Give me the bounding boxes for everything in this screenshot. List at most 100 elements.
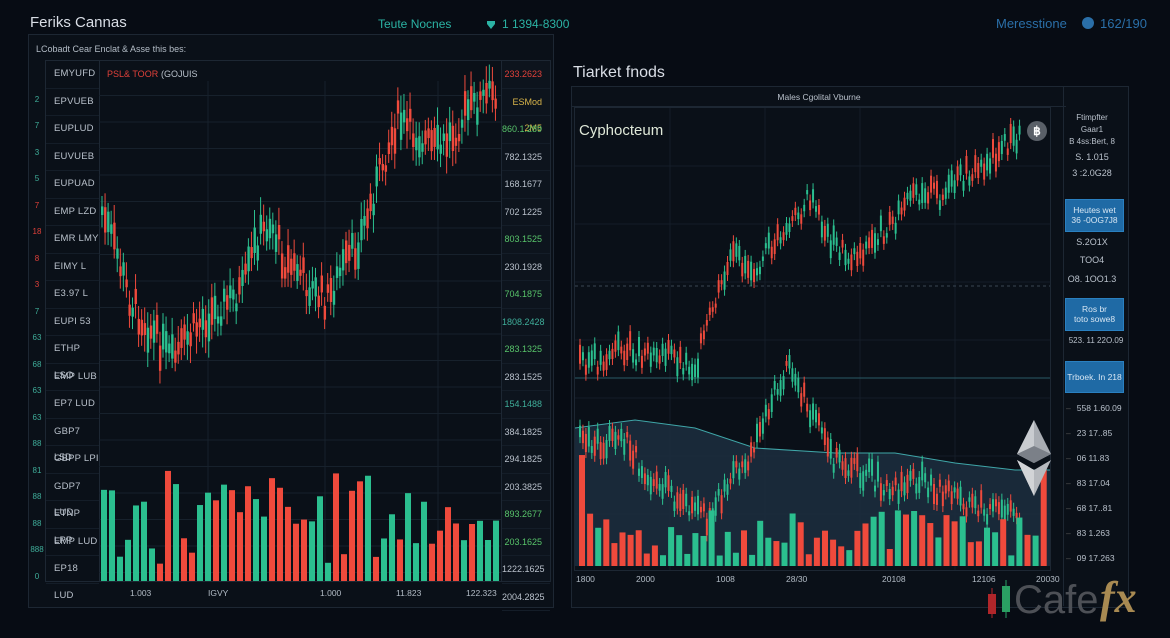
symbol-list: EMYUFD EPVUEB EUPLUD EUVUEB EUPUAD EMP LZD EMR… <box>45 60 100 601</box>
left-panel-subtitle: LCobadt Cear Enclat & Asse this bes: <box>36 44 187 54</box>
price-cell: 860.1.289 <box>502 116 550 144</box>
symbol-item[interactable]: EMP LUD <box>46 529 99 556</box>
right-x-axis: 1800 2000 1008 28/30 20108 12106 20030 <box>574 572 1064 586</box>
left-tick: 2 <box>34 94 40 104</box>
price-cell: 782.1325 <box>502 144 550 171</box>
left-tick: 63 <box>32 386 42 395</box>
watermark-text-cafe: Cafe <box>1014 578 1099 622</box>
price-cell: 384.1825 <box>502 419 550 446</box>
left-tick: 8 <box>34 253 40 263</box>
side-value-1: S. 1.015 <box>1075 152 1109 162</box>
left-tick: 3 <box>34 147 40 157</box>
ethereum-icon <box>1015 418 1053 498</box>
bitcoin-badge-icon: ฿ <box>1027 121 1047 141</box>
side-value-5: O8. 1OO1.3 <box>1067 274 1117 284</box>
asset-label: Cyphocteum <box>579 122 664 139</box>
price-cell: 893.2677 <box>502 501 550 529</box>
left-chart-canvas <box>99 64 501 581</box>
left-tick: 7 <box>34 121 40 130</box>
right-header-label: Meresstione <box>996 16 1067 31</box>
right-chart-header: Males Cgolital Vburne <box>572 88 1066 107</box>
symbol-item[interactable]: EUPUAD <box>46 171 99 199</box>
side-text-2: B 4ss:Bert, 8 <box>1069 137 1115 146</box>
price-cell: 283.1325 <box>502 336 550 364</box>
cafefx-watermark: Cafe fx <box>982 573 1170 638</box>
price-cell: 2004.2825 <box>502 584 550 611</box>
right-header-value: 162/190 <box>1100 16 1147 31</box>
side-button-2[interactable]: Ros br toto sowe8 <box>1065 298 1124 331</box>
symbol-item[interactable]: EIMY L <box>46 254 99 281</box>
left-x-label-3: 11.823 <box>396 588 422 598</box>
left-candlestick-chart[interactable]: PSL& TOOR (GOJUIS <box>99 60 501 582</box>
left-header-label: Teute Nocnes <box>378 17 452 31</box>
side-value-2: 3 :2.0G28 <box>1072 168 1112 178</box>
symbol-item[interactable]: EMP LZD <box>46 199 99 226</box>
right-candlestick-chart[interactable]: Cyphocteum ฿ <box>574 107 1051 571</box>
left-tick: 88 <box>32 492 42 501</box>
symbol-item[interactable]: EMP LUB <box>46 364 99 391</box>
left-tick: 888 <box>30 545 44 554</box>
side-value-4: TOO4 <box>1079 255 1105 265</box>
price-cell: 704.1875 <box>502 281 550 309</box>
price-cell: 168.1677 <box>502 171 550 199</box>
right-panel-title: Tiarket fnods <box>573 64 665 81</box>
side-button-1[interactable]: Heutes wet 36 -0OG7J8 <box>1065 199 1124 232</box>
symbol-item[interactable]: EP7 LUD <box>46 391 99 419</box>
left-tick-column: 2 7 3 5 7 18 8 3 7 63 68 63 63 88 81 88 88 888 0 <box>28 60 46 590</box>
symbol-item[interactable]: ETHP LSO <box>46 336 99 381</box>
price-cell: 233.2623 <box>502 61 550 89</box>
left-header-value: 1 1394-8300 <box>502 17 570 31</box>
left-tick: 3 <box>34 280 40 289</box>
price-column: 233.2623 ESMod 2M5 860.1.289 782.1325 168.16… <box>501 60 551 611</box>
right-x-label: 1800 <box>576 574 595 584</box>
side-button-3[interactable]: Trboek. In 218 <box>1065 361 1124 393</box>
symbol-item[interactable]: GDP7 LUD <box>46 474 99 518</box>
right-x-label: 12106 <box>972 574 996 584</box>
side-price-list: –558 1.60.09 –23 17..85 –06 11.83 –83 17.04… <box>1066 396 1126 571</box>
price-cell: ESMod 2M5 <box>502 89 550 133</box>
side-text-1: Ftimpfter Gaar1 <box>1076 113 1108 134</box>
left-tick: 18 <box>32 227 42 236</box>
price-cell: 230.1928 <box>502 254 550 281</box>
price-cell: 803.1525 <box>502 226 550 254</box>
left-tick: 7 <box>34 306 40 316</box>
left-panel-title: Feriks Cannas <box>30 14 127 31</box>
symbol-item[interactable]: EPVUEB <box>46 89 99 116</box>
symbol-item[interactable]: EMYUFD <box>46 61 99 89</box>
symbol-item[interactable]: EMR LMY <box>46 226 99 254</box>
symbol-item[interactable]: GBP7 L5D <box>46 419 99 463</box>
side-price-item: –83 17.04 <box>1066 478 1110 488</box>
left-tick <box>28 60 46 87</box>
side-price-item: –558 1.60.09 <box>1066 403 1122 413</box>
left-tick: 63 <box>32 333 42 342</box>
side-price-item: –06 11.83 <box>1066 453 1110 463</box>
chart-label-gray: (GOJUIS <box>161 69 198 79</box>
symbol-item[interactable]: EUPLUD <box>46 116 99 144</box>
symbol-item[interactable]: EUVUEB <box>46 144 99 171</box>
left-tick: 68 <box>32 359 42 369</box>
symbol-item[interactable]: GBPP LPI <box>46 446 99 474</box>
symbol-item[interactable]: ETNP LPP <box>46 501 99 546</box>
watermark-text-fx: fx <box>1100 573 1137 622</box>
left-tick: 5 <box>34 174 40 183</box>
price-cell: 1808.2428 <box>502 309 550 336</box>
right-x-label: 20030 <box>1036 574 1060 584</box>
symbol-item[interactable]: EP18 LUD <box>46 556 99 601</box>
left-x-label-0: 1.003 <box>130 588 152 598</box>
right-x-label: 28/30 <box>786 574 808 584</box>
right-x-label: 20108 <box>882 574 906 584</box>
side-info: Ftimpfter Gaar1 B 4ss:Bert, 8 <box>1066 112 1118 148</box>
left-tick: 0 <box>34 571 40 581</box>
price-cell: 1222.1625 <box>502 556 550 584</box>
left-tick: 88 <box>32 518 42 528</box>
symbol-item[interactable]: E3.97 L <box>46 281 99 309</box>
right-x-label: 1008 <box>716 574 735 584</box>
symbol-item[interactable]: EUPI 53 <box>46 309 99 336</box>
side-price-item: –09 17.263 <box>1066 553 1115 563</box>
side-price-item: –23 17..85 <box>1066 428 1113 438</box>
price-cell: 294.1825 <box>502 446 550 474</box>
price-cell: 203.1625 <box>502 529 550 556</box>
right-chart-canvas <box>575 108 1050 570</box>
right-x-label: 2000 <box>636 574 655 584</box>
side-price-item: –83 1.263 <box>1066 528 1110 538</box>
